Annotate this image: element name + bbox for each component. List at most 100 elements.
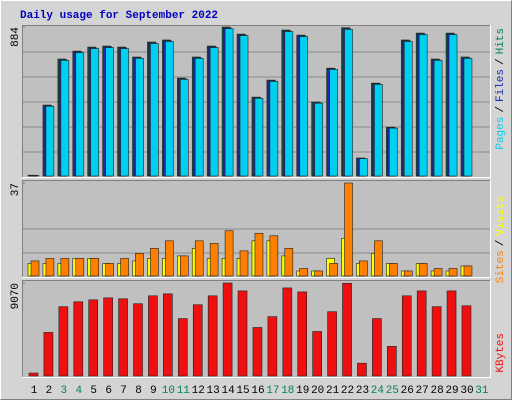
x-tick-label: 4 xyxy=(75,385,82,397)
bar xyxy=(329,263,338,277)
bar xyxy=(45,105,55,177)
x-tick-label: 28 xyxy=(431,385,444,397)
bar xyxy=(252,327,263,377)
bar xyxy=(120,48,129,177)
bar xyxy=(299,36,309,177)
y-tick-label: 884 xyxy=(10,27,22,47)
legend: Pages / Files / Hits xyxy=(495,28,507,150)
x-tick-label: 22 xyxy=(341,385,354,397)
bar xyxy=(75,258,85,277)
legend-entry: Pages xyxy=(495,117,507,150)
x-tick-label: 16 xyxy=(251,385,264,397)
bar xyxy=(60,258,70,277)
x-tick-label: 6 xyxy=(105,385,112,397)
panel-edge xyxy=(22,180,491,278)
x-tick-label: 20 xyxy=(311,385,324,397)
bar xyxy=(180,79,189,177)
bar xyxy=(209,47,219,177)
bar xyxy=(118,298,128,377)
bar xyxy=(103,297,113,377)
bar xyxy=(357,362,367,377)
bar xyxy=(209,243,219,277)
bar xyxy=(359,158,368,177)
bar xyxy=(207,295,218,377)
bar xyxy=(418,263,428,277)
x-tick-label: 25 xyxy=(386,385,399,397)
x-tick-label: 5 xyxy=(90,385,97,397)
x-tick-label: 11 xyxy=(177,385,191,397)
bar xyxy=(148,295,158,377)
bar xyxy=(297,291,308,377)
x-tick-label: 2 xyxy=(46,385,53,397)
bar xyxy=(314,102,323,177)
bar xyxy=(105,47,114,177)
x-tick-label: 26 xyxy=(401,385,414,397)
chart-title: Daily usage for September 2022 xyxy=(20,10,218,22)
bar xyxy=(165,240,174,277)
panel-edge xyxy=(22,280,491,378)
x-tick-label: 17 xyxy=(266,385,279,397)
bar xyxy=(178,318,188,377)
legend-separator: / xyxy=(495,58,507,65)
bar xyxy=(418,34,428,177)
x-tick-label: 24 xyxy=(371,385,385,397)
x-tick-label: 14 xyxy=(221,385,235,397)
x-tick-label: 7 xyxy=(120,385,127,397)
bar xyxy=(133,303,143,377)
bar xyxy=(312,331,322,377)
bar xyxy=(30,260,40,277)
bar xyxy=(344,182,353,277)
legend-entry: Files xyxy=(495,69,507,102)
legend-entry: Sites xyxy=(495,250,507,283)
bar xyxy=(374,240,383,277)
x-tick-label: 13 xyxy=(207,385,220,397)
bar xyxy=(269,81,279,177)
bar xyxy=(192,304,203,377)
bar xyxy=(416,290,427,377)
bar xyxy=(431,306,442,377)
x-tick-label: 30 xyxy=(460,385,473,397)
bar xyxy=(194,58,204,177)
bar xyxy=(327,311,337,377)
x-tick-label: 12 xyxy=(192,385,205,397)
bar xyxy=(28,372,39,377)
x-tick-label: 19 xyxy=(296,385,309,397)
legend-separator: / xyxy=(495,240,507,247)
bar xyxy=(389,127,398,177)
legend-entry: Visits xyxy=(495,196,507,236)
bar xyxy=(88,299,99,377)
bar xyxy=(433,60,443,177)
panel-edge xyxy=(22,280,491,378)
panel-edge xyxy=(22,25,491,178)
bar xyxy=(239,35,249,177)
bar xyxy=(282,287,293,377)
x-tick-label: 18 xyxy=(281,385,294,397)
x-tick-label: 21 xyxy=(326,385,340,397)
bar xyxy=(194,240,204,277)
y-tick-label: 37 xyxy=(10,183,22,196)
bar xyxy=(73,301,84,377)
x-tick-label: 8 xyxy=(135,385,142,397)
bar xyxy=(90,48,100,177)
bar xyxy=(461,305,472,377)
legend-entry: KBytes xyxy=(495,333,507,373)
bar xyxy=(135,253,144,277)
bar xyxy=(314,270,323,277)
bar xyxy=(150,43,159,177)
bar xyxy=(150,248,159,277)
x-tick-label: 31 xyxy=(475,385,489,397)
bar xyxy=(180,255,189,277)
x-tick-label: 29 xyxy=(445,385,458,397)
x-tick-label: 1 xyxy=(31,385,38,397)
bar xyxy=(269,235,279,277)
bar xyxy=(389,263,398,277)
bar xyxy=(222,282,233,377)
bar xyxy=(463,58,473,177)
bar xyxy=(344,29,353,177)
bar xyxy=(448,34,458,177)
bar xyxy=(329,69,338,177)
bar xyxy=(90,258,100,277)
bar xyxy=(342,283,352,377)
